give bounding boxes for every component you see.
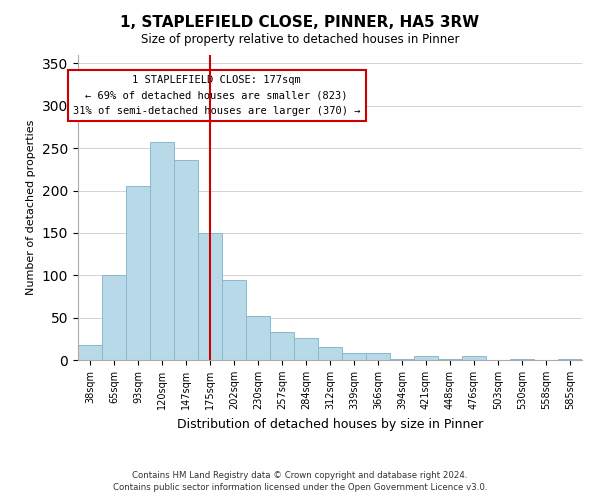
Bar: [150, 142, 174, 360]
Bar: [102, 276, 126, 360]
Bar: [222, 280, 246, 360]
Bar: [414, 356, 438, 360]
Bar: [390, 359, 414, 360]
Bar: [318, 348, 342, 360]
Bar: [78, 345, 102, 360]
Bar: [270, 332, 294, 360]
Text: Contains HM Land Registry data © Crown copyright and database right 2024.
Contai: Contains HM Land Registry data © Crown c…: [113, 471, 487, 492]
Y-axis label: Number of detached properties: Number of detached properties: [26, 120, 37, 295]
Bar: [462, 356, 486, 360]
Bar: [246, 316, 270, 360]
Text: 1, STAPLEFIELD CLOSE, PINNER, HA5 3RW: 1, STAPLEFIELD CLOSE, PINNER, HA5 3RW: [121, 15, 479, 30]
Bar: [510, 359, 534, 360]
Text: 1 STAPLEFIELD CLOSE: 177sqm
← 69% of detached houses are smaller (823)
31% of se: 1 STAPLEFIELD CLOSE: 177sqm ← 69% of det…: [73, 75, 361, 116]
Bar: [174, 160, 198, 360]
X-axis label: Distribution of detached houses by size in Pinner: Distribution of detached houses by size …: [177, 418, 483, 430]
Bar: [294, 338, 318, 360]
Bar: [558, 359, 582, 360]
Text: Size of property relative to detached houses in Pinner: Size of property relative to detached ho…: [141, 32, 459, 46]
Bar: [366, 353, 390, 360]
Bar: [342, 353, 366, 360]
Bar: [198, 233, 222, 360]
Bar: [438, 359, 462, 360]
Bar: [126, 186, 150, 360]
